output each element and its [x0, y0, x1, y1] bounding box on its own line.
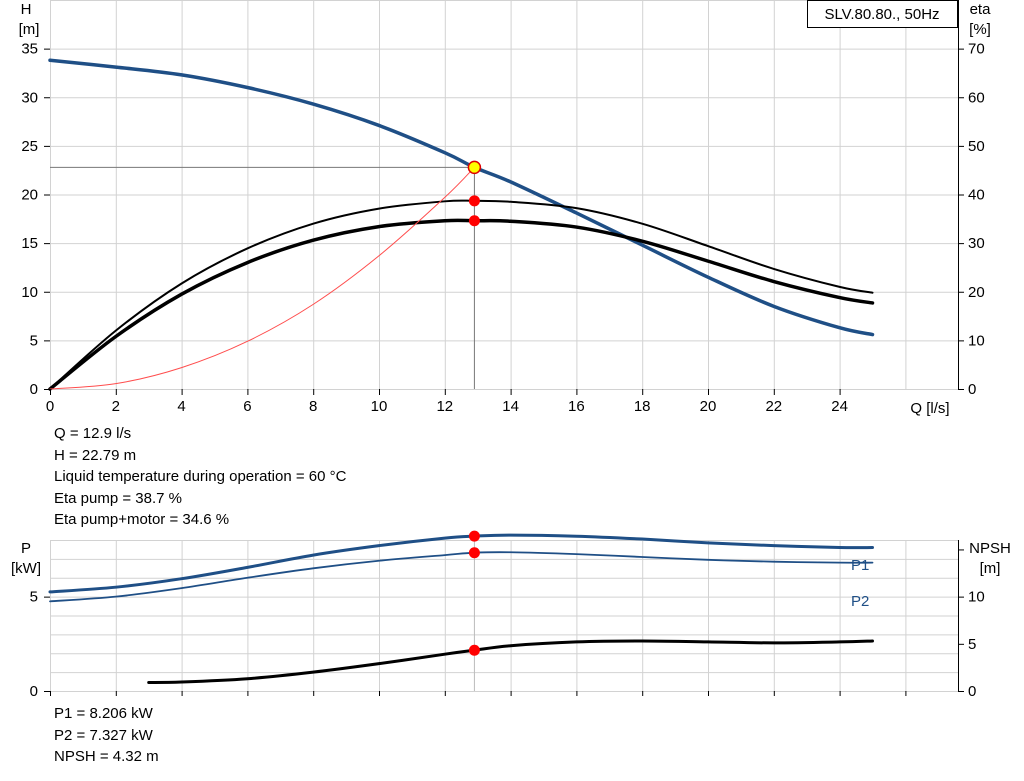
- left-axis-label-unit: [m]: [19, 21, 40, 38]
- bottom-left-axis-label-name: P: [21, 540, 31, 557]
- x-tick-label: 0: [46, 398, 54, 415]
- y-left-tick-label: 20: [21, 187, 38, 204]
- bottom-ticks: 0 5 0 5 10: [30, 549, 985, 700]
- x-tick-label: 22: [765, 398, 782, 415]
- y-left-tick-label: 35: [21, 41, 38, 58]
- info-p1: P1 = 8.206 kW: [54, 705, 153, 722]
- x-tick-label: 20: [700, 398, 717, 415]
- info-eta-pump: Eta pump = 38.7 %: [54, 489, 182, 507]
- y-right-tick-label: 40: [968, 187, 985, 204]
- bottom-left-axis-label-unit: [kW]: [11, 560, 41, 577]
- y-left-tick-label: 5: [30, 589, 38, 606]
- p1-curve: [48, 533, 874, 594]
- series-label-p1: P1: [851, 557, 869, 574]
- y-right-tick-label: 0: [968, 381, 976, 398]
- bottom-series: [48, 533, 874, 685]
- info-eta-pump-motor: Eta pump+motor = 34.6 %: [54, 511, 230, 528]
- x-axis-label: Q [l/s]: [910, 400, 949, 417]
- chart-title: SLV.80.80., 50Hz: [824, 6, 939, 23]
- x-tick-label: 12: [436, 398, 453, 415]
- system-curve: [49, 166, 475, 390]
- y-right-tick-label: 70: [968, 41, 985, 58]
- y-left-tick-label: 25: [21, 138, 38, 155]
- info-p2: P2 = 7.327 kW: [54, 726, 153, 744]
- top-info-block: Q = 12.9 l/s H = 22.79 m Liquid temperat…: [54, 423, 346, 531]
- bottom-right-axis-label-name: NPSH: [969, 540, 1011, 557]
- bottom-grid: [50, 540, 958, 692]
- npsh-marker: [468, 644, 480, 656]
- info-npsh: NPSH = 4.32 m: [54, 748, 159, 765]
- y-right-tick-label: 20: [968, 284, 985, 301]
- y-right-tick-label: 10: [968, 589, 985, 606]
- series-label-p2: P2: [851, 593, 869, 610]
- p2-marker: [468, 547, 480, 559]
- y-left-tick-label: 0: [30, 381, 38, 398]
- x-tick-label: 6: [243, 398, 251, 415]
- pump-curve-chart: 0 2 4 6 8 10 12 14 16 18 20 22 240510152025303501020…: [19, 0, 992, 417]
- y-right-tick-label: 5: [968, 636, 976, 653]
- x-tick-label: 16: [568, 398, 585, 415]
- top-ticks: 0 2 4 6 8 10 12 14 16 18 20 22 240510152025303501020…: [21, 41, 984, 415]
- y-left-tick-label: 30: [21, 89, 38, 106]
- x-tick-label: 24: [831, 398, 848, 415]
- npsh-curve: [147, 639, 874, 685]
- y-right-tick-label: 0: [968, 683, 976, 700]
- y-right-tick-label: 50: [968, 138, 985, 155]
- x-tick-label: 18: [634, 398, 651, 415]
- p1-marker: [468, 530, 480, 542]
- x-tick-label: 8: [309, 398, 317, 415]
- info-temperature: Liquid temperature during operation = 60…: [54, 468, 347, 485]
- x-tick-label: 10: [371, 398, 388, 415]
- x-tick-label: 2: [112, 398, 120, 415]
- y-right-tick-label: 10: [968, 332, 985, 349]
- left-axis-label-name: H: [21, 1, 32, 18]
- right-axis-label-unit: [%]: [969, 21, 991, 38]
- info-q: Q = 12.9 l/s: [54, 425, 132, 442]
- info-h: H = 22.79 m: [54, 446, 137, 464]
- bottom-right-axis-label-unit: [m]: [980, 560, 1001, 577]
- x-tick-label: 14: [502, 398, 519, 415]
- y-left-tick-label: 5: [30, 332, 38, 349]
- p2-curve: [49, 551, 874, 603]
- top-markers: [467, 160, 482, 227]
- bottom-plot-area: [50, 540, 959, 692]
- y-left-tick-label: 15: [21, 235, 38, 252]
- y-right-tick-label: 60: [968, 89, 985, 106]
- eta-pump-marker: [468, 195, 480, 207]
- x-tick-label: 4: [177, 398, 185, 415]
- right-axis-label-name: eta: [970, 1, 992, 18]
- top-grid: [50, 0, 958, 390]
- title-box: [807, 0, 958, 28]
- bottom-info-block: P1 = 8.206 kW P2 = 7.327 kW NPSH = 4.32 …: [54, 703, 159, 768]
- bottom-markers: [468, 530, 480, 656]
- duty-point-marker: [467, 160, 482, 175]
- eta-pump-motor-marker: [468, 215, 480, 227]
- y-left-tick-label: 10: [21, 284, 38, 301]
- y-left-tick-label: 0: [30, 683, 38, 700]
- y-right-tick-label: 30: [968, 235, 985, 252]
